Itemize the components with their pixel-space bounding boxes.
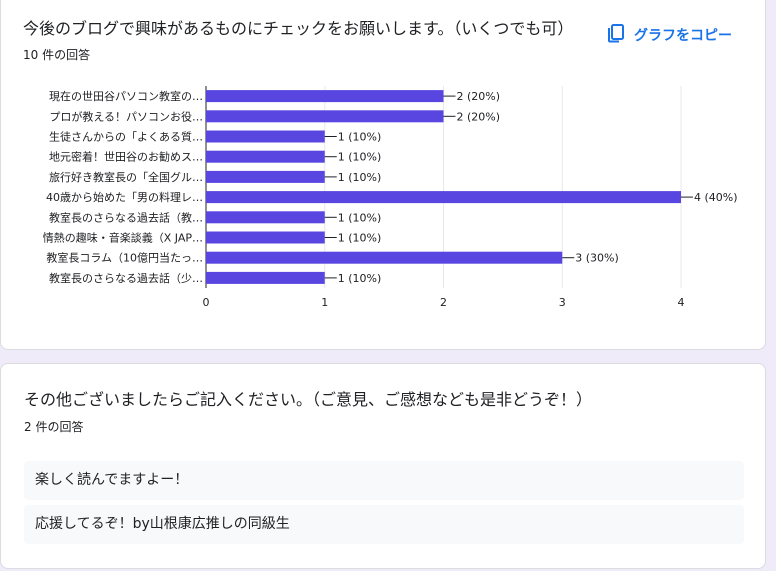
bar-chart: 0 1 2 3 4 現在の世田谷パソコン教室の… 2 (20%) プロが教える！パソコンお役……	[43, 86, 738, 309]
question-card-comments: その他ございましたらご記入ください。（ご意見、ご感想なども是非どうぞ！） 2 件…	[0, 363, 766, 569]
x-tick-label: 3	[559, 296, 566, 309]
category-label: 40歳から始めた「男の料理レ…	[46, 190, 203, 204]
bar	[206, 110, 444, 123]
data-label: 3 (30%)	[575, 252, 619, 265]
data-label: 1 (10%)	[338, 211, 382, 224]
data-label: 4 (40%)	[694, 191, 738, 204]
category-label: 現在の世田谷パソコン教室の…	[49, 89, 203, 103]
data-label: 1 (10%)	[338, 272, 382, 285]
response-item: 楽しく読んでますよー！	[24, 461, 744, 500]
category-label: 教室長のさらなる過去話（教…	[49, 210, 203, 224]
response-count: 2 件の回答	[24, 420, 84, 434]
x-tick-label: 1	[321, 296, 328, 309]
data-label: 2 (20%)	[457, 90, 501, 103]
copy-chart-label: グラフをコピー	[634, 28, 732, 44]
bar	[206, 130, 325, 143]
bar	[206, 231, 325, 244]
data-label: 1 (10%)	[338, 131, 382, 144]
category-label: 情熱の趣味・音楽談義（X JAP…	[43, 231, 203, 245]
category-label: プロが教える！パソコンお役…	[49, 109, 203, 123]
x-tick-label: 2	[440, 296, 447, 309]
bar	[206, 251, 563, 264]
bar	[206, 191, 681, 204]
data-label: 1 (10%)	[338, 232, 382, 245]
category-label: 生徒さんからの「よくある質…	[49, 130, 203, 144]
question-title: その他ございましたらご記入ください。（ご意見、ご感想なども是非どうぞ！）	[24, 390, 593, 409]
category-label: 教室長のさらなる過去話（少…	[49, 271, 203, 285]
category-label: 教室長コラム（10億円当たっ…	[46, 251, 203, 265]
category-label: 地元密着！世田谷のお勧めス…	[49, 150, 203, 164]
copy-icon	[606, 23, 626, 47]
data-label: 1 (10%)	[338, 151, 382, 164]
data-label: 2 (20%)	[457, 110, 501, 123]
question-title: 今後のブログで興味があるものにチェックをお願いします。（いくつでも可）	[23, 19, 574, 38]
response-count: 10 件の回答	[23, 48, 91, 62]
category-label: 旅行好き教室長の「全国グル…	[49, 170, 203, 184]
x-tick-label: 0	[203, 296, 210, 309]
bar	[206, 170, 325, 183]
bar	[206, 90, 444, 103]
bar	[206, 150, 325, 163]
x-tick-label: 4	[678, 296, 685, 309]
data-label: 1 (10%)	[338, 171, 382, 184]
bar	[206, 271, 325, 284]
bar	[206, 211, 325, 224]
response-item: 応援してるぞ！by山根康広推しの同級生	[24, 505, 744, 544]
question-card-blog-interest	[0, 0, 766, 350]
copy-chart-button[interactable]: グラフをコピー	[606, 22, 732, 48]
